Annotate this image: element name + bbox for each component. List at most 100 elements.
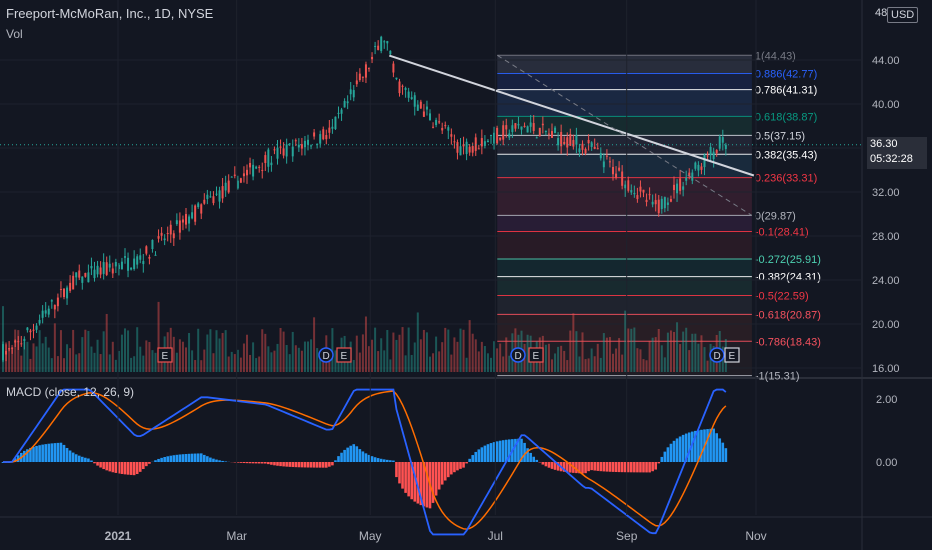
volume-bar (252, 342, 255, 372)
volume-bar (593, 356, 596, 372)
volume-bar (480, 341, 483, 372)
volume-bar (456, 341, 459, 372)
macd-hist-bar (477, 449, 481, 462)
macd-hist-bar (660, 456, 664, 462)
candle-body (87, 272, 90, 283)
macd-hist-bar (148, 462, 151, 464)
macd-hist-bar (120, 462, 124, 474)
candle-body (651, 201, 654, 205)
macd-hist-bar (178, 454, 182, 462)
macd-hist-bar (401, 462, 404, 489)
candle-body (285, 144, 288, 157)
candle-body (605, 155, 608, 157)
macd-hist-bar (498, 440, 502, 462)
candle-body (111, 268, 114, 274)
macd-hist-bar (407, 462, 410, 497)
macd-hist-bar (38, 445, 41, 462)
volume-bar (462, 329, 465, 372)
macd-hist-bar (666, 447, 670, 462)
candle-body (291, 146, 294, 157)
macd-hist-bar (596, 462, 600, 471)
candle-body (264, 155, 267, 163)
volume-bar (459, 328, 462, 372)
candle-body (206, 194, 209, 199)
macd-hist-bar (700, 429, 703, 462)
macd-hist-bar (608, 462, 612, 472)
candle-body (508, 133, 511, 138)
candle-body (352, 90, 355, 98)
macd-hist-bar (593, 462, 596, 471)
macd-hist-bar (678, 436, 682, 462)
macd-label: MACD (close, 12, 26, 9) (6, 385, 135, 399)
time-tick-0: 2021 (105, 529, 132, 543)
candle-body (355, 80, 358, 85)
macd-hist-bar (443, 462, 447, 481)
macd-hist-bar (175, 454, 179, 462)
currency-button[interactable]: USD (887, 7, 919, 23)
macd-hist-bar (291, 462, 295, 468)
price-tick-5: 24.00 (872, 275, 900, 287)
candle-body (608, 161, 611, 163)
macd-hist-bar (614, 462, 618, 473)
candle-body (99, 267, 102, 275)
volume-bar (566, 360, 569, 372)
candle-body (438, 121, 441, 123)
candle-body (120, 261, 123, 270)
macd-hist-bar (437, 462, 441, 490)
volume-bar (270, 352, 273, 372)
candle-body (246, 169, 248, 176)
last-price: 36.30 (870, 138, 898, 150)
macd-hist-bar (657, 462, 661, 464)
candle-body (181, 219, 184, 223)
macd-hist-bar (529, 452, 532, 462)
candle-body (224, 182, 227, 191)
event-marker-label: E (341, 351, 348, 362)
volume-bar (139, 346, 142, 372)
candle-body (706, 155, 709, 157)
macd-hist-bar (315, 462, 319, 468)
volume-bar (38, 330, 41, 372)
volume-bar (547, 343, 550, 372)
volume-bar (407, 327, 410, 372)
macd-hist-bar (309, 462, 313, 468)
candle-body (212, 196, 215, 204)
macd-hist-bar (203, 454, 206, 462)
volume-bar (697, 343, 700, 372)
candle-body (584, 148, 587, 154)
fib-band-10 (497, 276, 752, 296)
macd-hist-bar (514, 438, 517, 462)
volume-bar (47, 347, 50, 372)
macd-hist-bar (288, 462, 291, 467)
volume-bar (404, 355, 407, 372)
macd-hist-bar (303, 462, 307, 468)
macd-hist-bar (687, 432, 691, 462)
candle-body (688, 172, 691, 177)
candle-body (480, 138, 483, 147)
macd-hist-bar (32, 446, 35, 462)
macd-hist-bar (489, 443, 493, 462)
volume-bar (486, 353, 489, 372)
macd-hist-bar (23, 450, 26, 462)
macd-hist-bar (248, 462, 252, 464)
macd-hist-bar (163, 457, 166, 462)
volume-bar (127, 330, 130, 372)
volume-bar (505, 337, 508, 372)
candle-body (151, 239, 154, 250)
volume-bar (130, 357, 133, 372)
volume-bar (59, 330, 62, 372)
volume-bar (401, 327, 404, 372)
macd-hist-bar (422, 462, 426, 507)
candle-body (218, 190, 221, 202)
candle-body (581, 143, 584, 150)
macd-hist-bar (495, 441, 499, 462)
candle-body (127, 257, 130, 271)
volume-bar (422, 329, 425, 372)
macd-hist-bar (547, 462, 551, 468)
candle-body (29, 330, 32, 333)
macd-hist-bar (431, 462, 435, 503)
candle-body (401, 85, 404, 87)
time-tick-1: Mar (226, 529, 247, 543)
macd-hist-bar (376, 458, 380, 462)
macd-hist-bar (416, 462, 420, 504)
